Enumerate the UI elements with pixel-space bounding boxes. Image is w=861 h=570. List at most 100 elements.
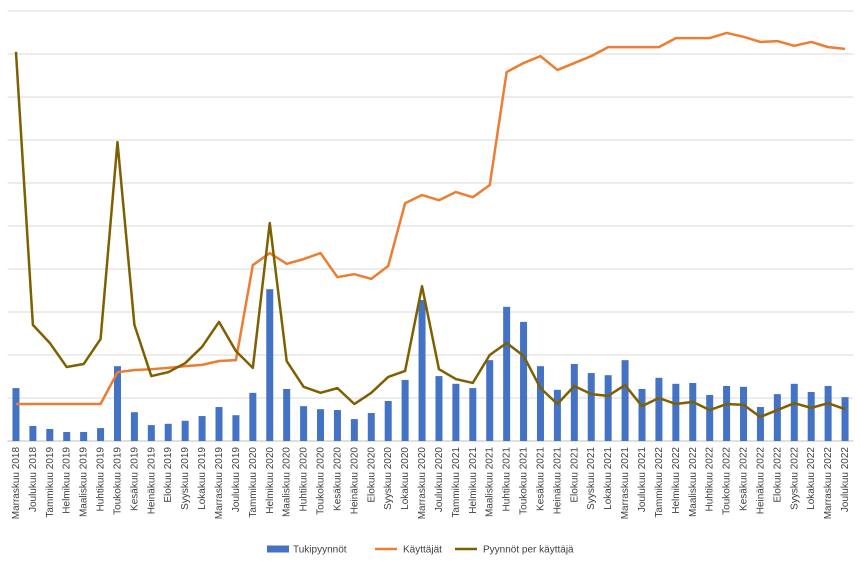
bar	[536, 366, 544, 441]
bar	[790, 383, 798, 441]
x-tick-label: Toukokuu 2019	[112, 447, 123, 515]
x-tick-label: Elokuu 2022	[772, 447, 783, 503]
x-tick-label: Lokakuu 2022	[806, 447, 817, 510]
bar	[706, 394, 714, 441]
line	[14, 51, 846, 419]
x-tick-label: Kesäkuu 2019	[129, 447, 140, 511]
bar	[553, 389, 561, 441]
x-tick-label: Helmikuu 2019	[62, 447, 73, 514]
x-tick-label: Heinäkuu 2021	[552, 447, 563, 515]
x-tick-label: Syyskuu 2022	[789, 447, 800, 510]
x-tick-label: Maaliskuu 2021	[485, 447, 496, 517]
bar	[181, 420, 189, 441]
x-tick-label: Heinäkuu 2019	[146, 447, 157, 515]
x-tick-label: Tammikuu 2020	[248, 447, 259, 518]
x-tick-label: Helmikuu 2020	[265, 447, 276, 514]
line	[15, 31, 846, 406]
bar	[401, 379, 409, 441]
x-tick-label: Maaliskuu 2020	[282, 447, 293, 517]
bar	[740, 386, 748, 441]
x-tick-label: Syyskuu 2021	[586, 447, 597, 510]
bar	[587, 373, 595, 441]
bar	[198, 416, 206, 441]
x-tick-label: Elokuu 2021	[569, 447, 580, 503]
bar	[452, 383, 460, 441]
bar	[824, 385, 832, 441]
x-tick-label: Helmikuu 2021	[468, 447, 479, 514]
x-tick-label: Joulukuu 2020	[434, 447, 445, 512]
bar	[841, 397, 849, 441]
x-tick-label: Kesäkuu 2022	[739, 447, 750, 511]
bar	[689, 382, 697, 441]
x-tick-label: Elokuu 2020	[366, 447, 377, 503]
legend-swatch	[267, 545, 289, 553]
x-tick-label: Helmikuu 2022	[671, 447, 682, 514]
x-tick-label: Joulukuu 2022	[840, 447, 851, 512]
bar	[317, 409, 325, 441]
x-tick-label: Kesäkuu 2020	[332, 447, 343, 511]
bar	[384, 401, 392, 441]
x-tick-label: Marraskuu 2020	[417, 447, 428, 520]
bar	[80, 431, 88, 441]
x-tick-label: Marraskuu 2021	[620, 447, 631, 520]
bar	[249, 392, 257, 441]
x-tick-label: Tammikuu 2022	[654, 447, 665, 518]
x-tick-label: Marraskuu 2022	[823, 447, 834, 520]
bar	[655, 377, 663, 441]
x-tick-label: Toukokuu 2020	[316, 447, 327, 515]
bar	[29, 425, 37, 441]
x-tick-label: Tammikuu 2019	[45, 447, 56, 518]
bar	[570, 364, 578, 441]
bar	[300, 406, 308, 441]
x-tick-label: Lokakuu 2020	[400, 447, 411, 510]
x-tick-label: Tammikuu 2021	[451, 447, 462, 518]
x-tick-label: Syyskuu 2020	[383, 447, 394, 510]
bar	[333, 410, 341, 441]
bar	[113, 366, 121, 441]
x-tick-label: Huhtikuu 2020	[299, 447, 310, 512]
x-tick-label: Elokuu 2019	[163, 447, 174, 503]
x-tick-label: Heinäkuu 2022	[755, 447, 766, 515]
bar	[266, 289, 274, 441]
bar	[435, 376, 443, 441]
x-tick-label: Syyskuu 2019	[180, 447, 191, 510]
bar	[97, 428, 105, 441]
x-tick-label: Marraskuu 2018	[11, 447, 22, 520]
bar	[756, 407, 764, 441]
x-tick-label: Maaliskuu 2022	[688, 447, 699, 517]
x-tick-label: Marraskuu 2019	[214, 447, 225, 520]
bar	[621, 360, 629, 441]
x-tick-label: Lokakuu 2019	[197, 447, 208, 510]
x-tick-label: Huhtikuu 2022	[705, 447, 716, 512]
x-tick-label: Kesäkuu 2021	[535, 447, 546, 511]
x-tick-label: Joulukuu 2019	[231, 447, 242, 512]
x-tick-label: Toukokuu 2022	[722, 447, 733, 515]
legend-label: Pyynnöt per käyttäjä	[483, 545, 574, 556]
bar	[418, 299, 426, 441]
bar	[807, 391, 815, 441]
bar	[503, 306, 511, 441]
bar	[486, 360, 494, 441]
bar	[469, 388, 477, 441]
bar	[130, 412, 138, 441]
bar	[638, 388, 646, 441]
x-tick-label: Joulukuu 2018	[28, 447, 39, 512]
bar	[215, 407, 223, 441]
bar	[520, 321, 528, 441]
x-tick-label: Joulukuu 2021	[637, 447, 648, 512]
x-tick-label: Maaliskuu 2019	[79, 447, 90, 517]
bar	[672, 383, 680, 441]
bar	[367, 413, 375, 441]
bar	[232, 415, 240, 441]
legend-label: Tukipyynnöt	[293, 545, 347, 556]
x-tick-label: Huhtikuu 2019	[96, 447, 107, 512]
legend-label: Käyttäjät	[403, 545, 442, 556]
bar	[350, 419, 358, 441]
bar	[723, 385, 731, 441]
bar	[164, 423, 172, 441]
bar	[604, 375, 612, 441]
x-tick-label: Toukokuu 2021	[519, 447, 530, 515]
x-tick-label: Huhtikuu 2021	[502, 447, 513, 512]
bar	[63, 431, 71, 441]
